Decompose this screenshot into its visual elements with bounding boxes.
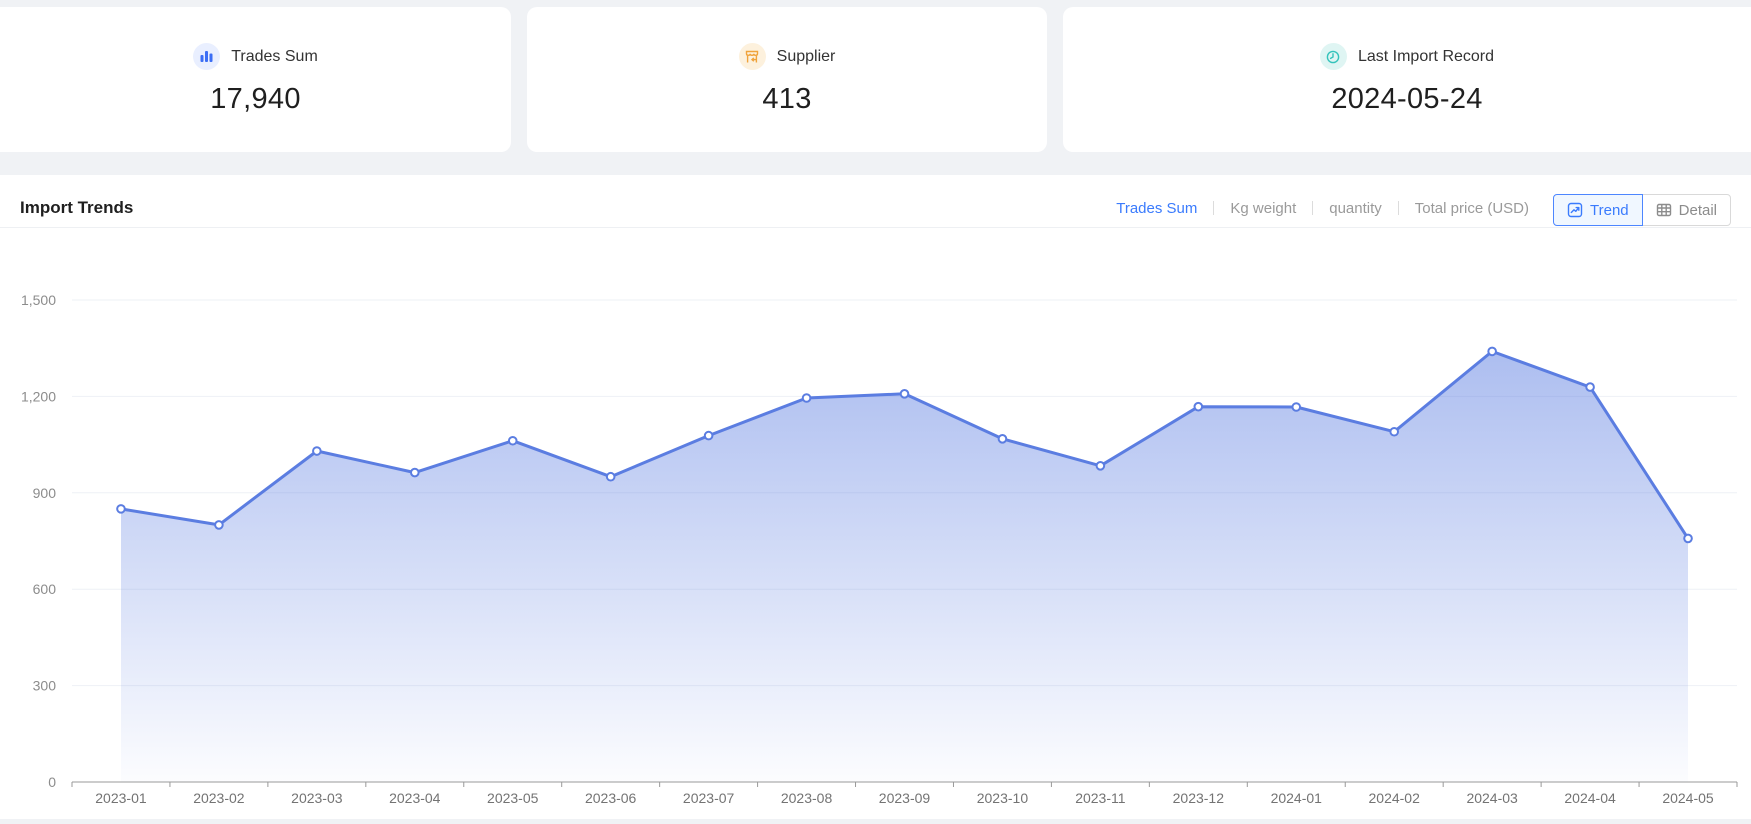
- panel-header: Import Trends Trades Sum Kg weight quant…: [0, 175, 1751, 228]
- detail-button-label: Detail: [1678, 201, 1717, 219]
- svg-text:2023-11: 2023-11: [1075, 790, 1126, 806]
- svg-text:1,200: 1,200: [21, 388, 56, 404]
- svg-text:2024-04: 2024-04: [1564, 790, 1616, 806]
- svg-text:1,500: 1,500: [21, 292, 56, 308]
- trend-button[interactable]: Trend: [1553, 194, 1643, 226]
- card-value: 17,940: [210, 83, 301, 115]
- svg-text:2023-05: 2023-05: [487, 790, 539, 806]
- trend-icon: [1567, 202, 1583, 218]
- summary-card-last-import: Last Import Record 2024-05-24: [1063, 7, 1751, 152]
- svg-text:2023-01: 2023-01: [95, 790, 147, 806]
- svg-text:300: 300: [33, 678, 57, 694]
- svg-text:2023-03: 2023-03: [291, 790, 343, 806]
- card-label: Trades Sum: [231, 47, 318, 65]
- import-trends-panel: Import Trends Trades Sum Kg weight quant…: [0, 175, 1751, 819]
- summary-card-trades-sum: Trades Sum 17,940: [0, 7, 511, 152]
- detail-button[interactable]: Detail: [1641, 194, 1731, 226]
- svg-text:2024-02: 2024-02: [1369, 790, 1421, 806]
- tab-separator: [1397, 201, 1399, 215]
- metric-tabs: Trades Sum Kg weight quantity Total pric…: [1116, 200, 1529, 217]
- summary-card-supplier: Supplier 413: [527, 7, 1047, 152]
- tab-trades-sum[interactable]: Trades Sum: [1116, 199, 1198, 217]
- card-value: 413: [762, 83, 812, 115]
- bar-chart-icon: [193, 43, 221, 70]
- svg-text:600: 600: [33, 581, 57, 597]
- trend-area-chart: 0 300 600 900 1,200 1,500 2023-01 2023-02 2023-0…: [21, 292, 1738, 806]
- tab-separator: [1213, 201, 1215, 215]
- svg-text:2024-03: 2024-03: [1466, 790, 1518, 806]
- tab-separator: [1312, 201, 1314, 215]
- svg-text:2024-01: 2024-01: [1271, 790, 1323, 806]
- svg-text:2024-05: 2024-05: [1662, 790, 1714, 806]
- svg-text:2023-12: 2023-12: [1173, 790, 1225, 806]
- tab-quantity[interactable]: quantity: [1329, 199, 1382, 217]
- card-label: Last Import Record: [1357, 47, 1495, 65]
- svg-text:2023-02: 2023-02: [193, 790, 245, 806]
- table-icon: [1656, 202, 1672, 218]
- svg-text:2023-06: 2023-06: [585, 790, 637, 806]
- trend-button-label: Trend: [1590, 201, 1629, 219]
- card-label: Supplier: [776, 47, 836, 65]
- storefront-icon: [738, 43, 766, 70]
- svg-text:2023-04: 2023-04: [389, 790, 441, 806]
- panel-title: Import Trends: [20, 198, 134, 217]
- tab-total-price[interactable]: Total price (USD): [1414, 199, 1529, 217]
- svg-text:2023-09: 2023-09: [879, 790, 931, 806]
- svg-text:0: 0: [48, 774, 56, 790]
- summary-cards: Trades Sum 17,940 Supplier 413: [0, 0, 1751, 152]
- svg-text:900: 900: [33, 485, 57, 501]
- clock-icon: [1319, 43, 1347, 70]
- view-toggle: Trend Detail: [1553, 194, 1731, 226]
- tab-kg-weight[interactable]: Kg weight: [1230, 199, 1297, 217]
- svg-text:2023-07: 2023-07: [683, 790, 735, 806]
- svg-text:2023-08: 2023-08: [781, 790, 833, 806]
- card-value: 2024-05-24: [1331, 83, 1483, 115]
- svg-text:2023-10: 2023-10: [977, 790, 1029, 806]
- import-trends-chart[interactable]: 0 300 600 900 1,200 1,500 2023-01 2023-02 2023-0…: [0, 228, 1751, 819]
